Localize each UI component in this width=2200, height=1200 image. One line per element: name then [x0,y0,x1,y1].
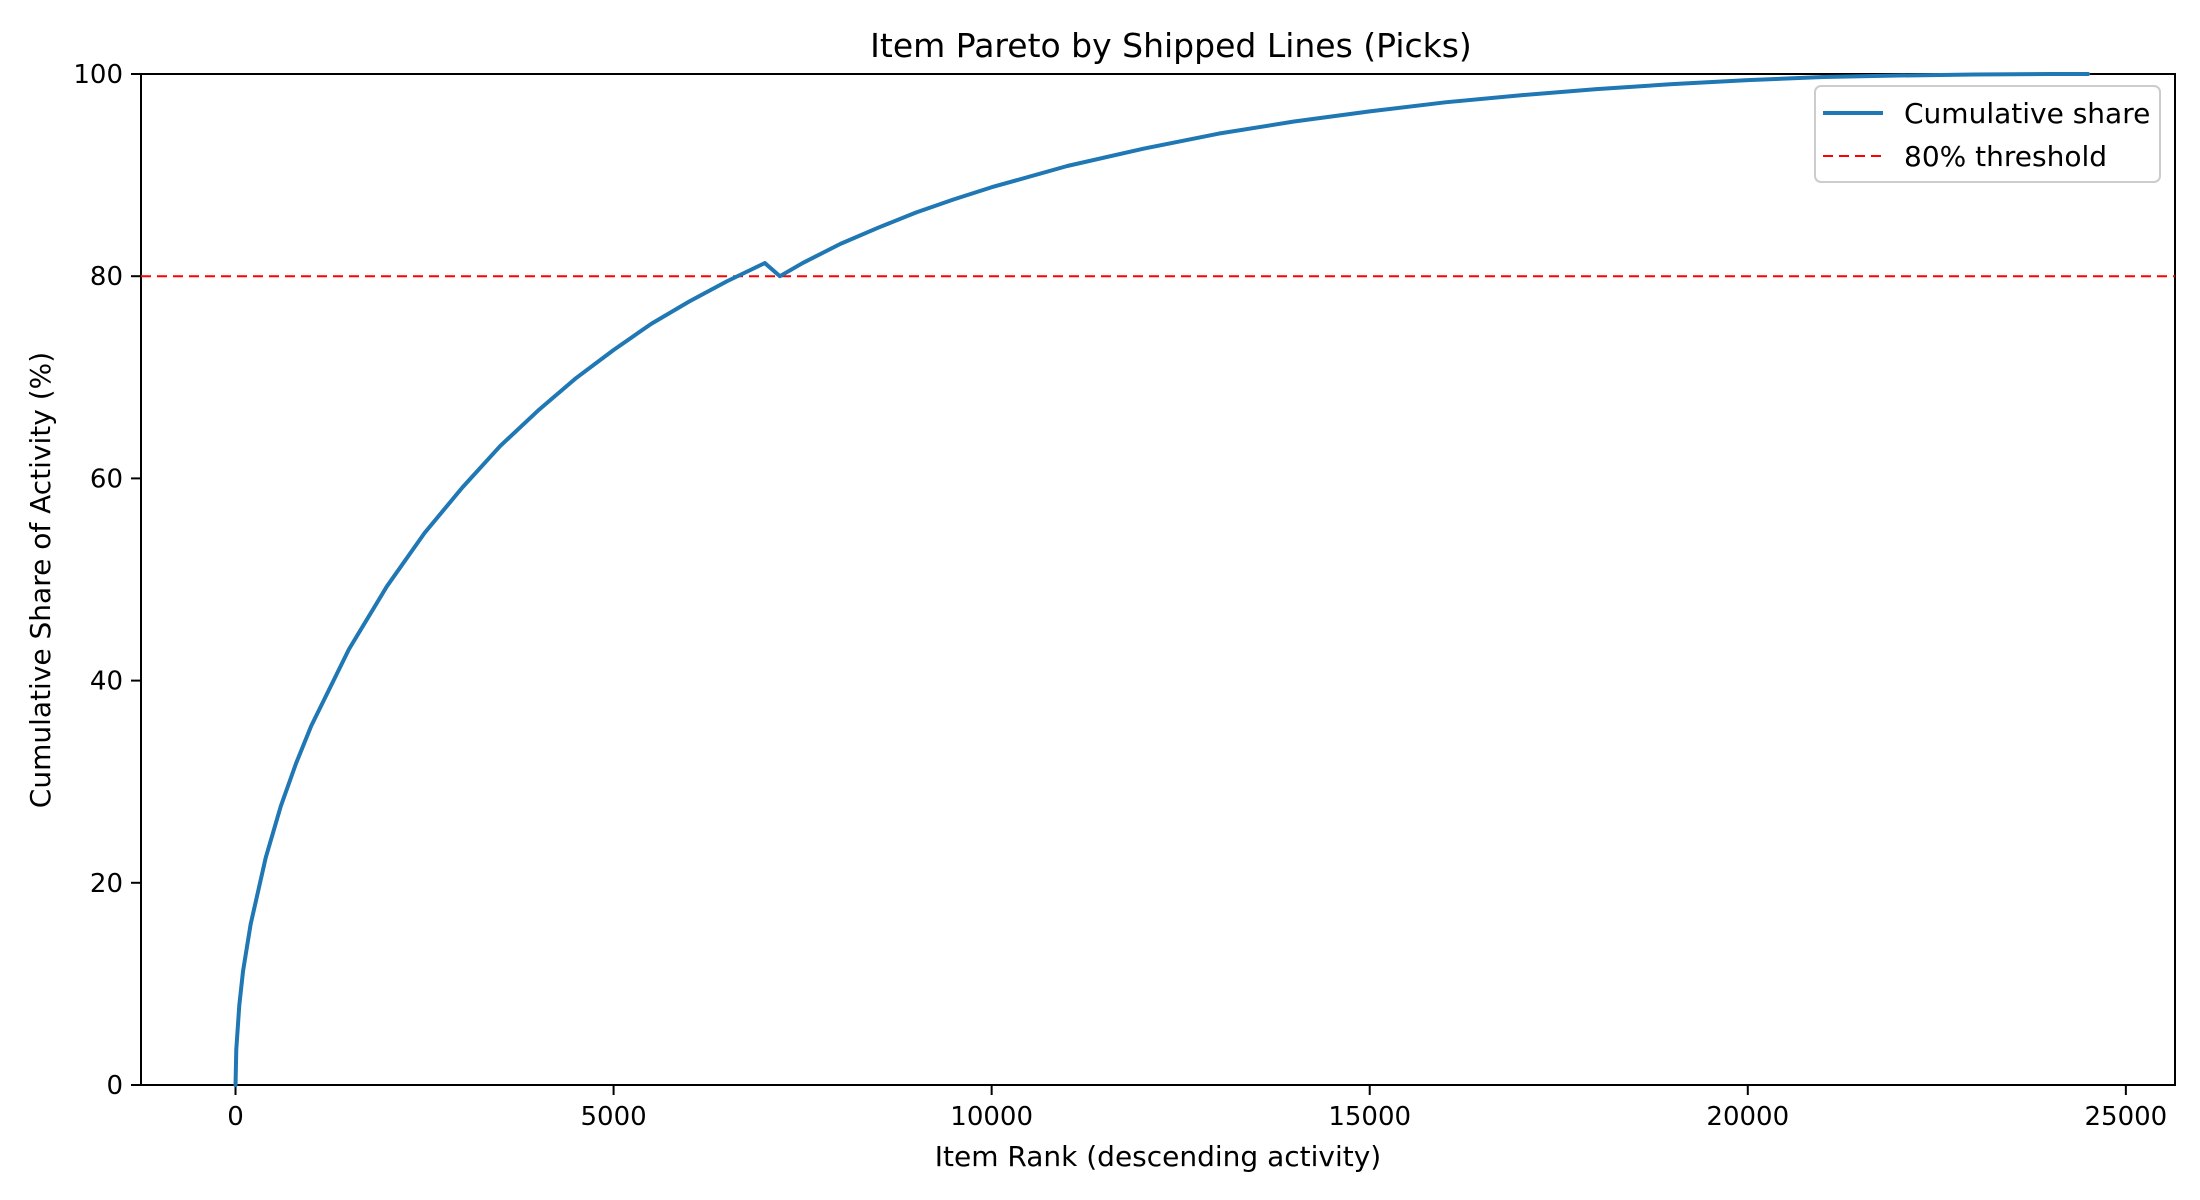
x-tick-label: 20000 [1706,1102,1789,1132]
legend: Cumulative share 80% threshold [1815,86,2160,182]
x-axis-ticks: 0 5000 10000 15000 20000 25000 [227,1085,2167,1132]
y-tick-label: 100 [73,60,123,90]
x-tick-label: 5000 [580,1102,646,1132]
y-axis-ticks: 0 20 40 60 80 100 [73,60,141,1101]
legend-label-80-threshold: 80% threshold [1904,140,2107,173]
y-tick-label: 80 [90,262,123,292]
plot-area [141,74,2175,1085]
y-tick-label: 40 [90,667,123,697]
y-tick-label: 20 [90,869,123,899]
legend-label-cumulative-share: Cumulative share [1904,97,2150,130]
x-tick-label: 10000 [950,1102,1033,1132]
x-axis-label: Item Rank (descending activity) [935,1140,1381,1173]
plot-frame [141,74,2175,1085]
y-tick-label: 60 [90,464,123,494]
y-axis-label: Cumulative Share of Activity (%) [24,352,57,808]
y-tick-label: 0 [106,1071,123,1101]
cumulative-share-line [236,74,2089,1085]
x-tick-label: 25000 [2084,1102,2167,1132]
chart-title: Item Pareto by Shipped Lines (Picks) [870,26,1472,65]
x-tick-label: 15000 [1328,1102,1411,1132]
x-tick-label: 0 [227,1102,244,1132]
series-layer [141,74,2175,1085]
